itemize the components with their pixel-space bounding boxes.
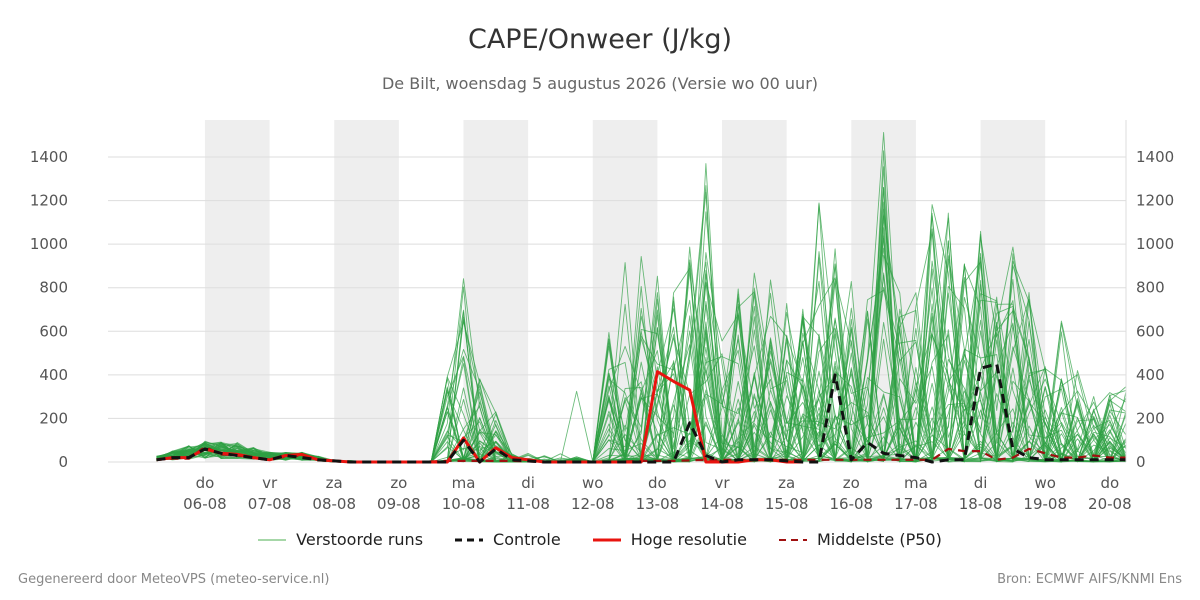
axes: 0 0 200 200 400 400 600 600 800 800 1000 1000 1200 12… (30, 120, 1174, 513)
y-tick-right-800: 800 (1136, 279, 1165, 297)
y-tick-left-200: 200 (39, 409, 68, 427)
y-tick-right-600: 600 (1136, 322, 1165, 340)
x-tick-date-9: 15-08 (765, 495, 809, 513)
legend-label-ensemble: Verstoorde runs (296, 530, 424, 549)
footer-source: Bron: ECMWF AIFS/KNMI Ens (997, 572, 1182, 587)
x-tick-day-11: ma (904, 474, 928, 492)
legend-swatch-ensemble (258, 539, 287, 540)
x-tick-date-7: 13-08 (636, 495, 680, 513)
y-tick-left-400: 400 (39, 366, 68, 384)
x-tick-day-8: vr (715, 474, 731, 492)
chart-title: CAPE/Onweer (J/kg) (467, 24, 732, 55)
x-tick-day-5: di (521, 474, 535, 492)
legend-item-hires[interactable]: Hoge resolutie (592, 530, 747, 549)
y-tick-left-1200: 1200 (30, 192, 68, 210)
x-tick-day-14: do (1100, 474, 1119, 492)
x-tick-day-12: di (974, 474, 988, 492)
main-series (156, 362, 1126, 464)
x-tick-day-4: ma (452, 474, 476, 492)
y-tick-left-1400: 1400 (30, 148, 68, 166)
legend-item-median[interactable]: Middelste (P50) (778, 530, 942, 549)
footer-credit[interactable]: Gegenereerd door MeteoVPS (meteo-service… (18, 572, 330, 587)
y-tick-right-1000: 1000 (1136, 235, 1174, 253)
legend-swatch-control (455, 538, 484, 541)
y-tick-right-1200: 1200 (1136, 192, 1174, 210)
x-tick-date-0: 06-08 (183, 495, 227, 513)
x-tick-day-6: wo (582, 474, 603, 492)
y-tick-right-200: 200 (1136, 409, 1165, 427)
legend-label-control: Controle (493, 530, 561, 549)
legend-label-median: Middelste (P50) (816, 530, 942, 549)
weekend-bands (204, 120, 1046, 462)
x-tick-date-10: 16-08 (830, 495, 874, 513)
chart-subtitle: De Bilt, woensdag 5 augustus 2026 (Versi… (381, 74, 819, 93)
y-tick-left-600: 600 (39, 322, 68, 340)
x-tick-date-1: 07-08 (248, 495, 292, 513)
legend-swatch-hires (592, 538, 621, 541)
day-band-1 (334, 120, 399, 462)
x-tick-day-2: za (326, 474, 343, 492)
x-tick-date-8: 14-08 (700, 495, 744, 513)
y-tick-left-0: 0 (58, 453, 68, 471)
x-tick-day-0: do (196, 474, 215, 492)
x-tick-day-1: vr (262, 474, 278, 492)
x-tick-date-5: 11-08 (506, 495, 550, 513)
ensemble-run-50 (156, 187, 1127, 463)
x-tick-date-3: 09-08 (377, 495, 421, 513)
x-tick-day-3: zo (390, 474, 407, 492)
y-tick-right-400: 400 (1136, 366, 1165, 384)
day-band-0 (204, 120, 270, 462)
x-tick-date-4: 10-08 (442, 495, 486, 513)
y-tick-left-800: 800 (39, 279, 68, 297)
x-tick-date-12: 18-08 (959, 495, 1003, 513)
y-tick-right-1400: 1400 (1136, 148, 1174, 166)
series-control (156, 362, 1126, 464)
y-tick-right-0: 0 (1136, 453, 1146, 471)
legend-label-hires: Hoge resolutie (630, 530, 747, 549)
legend-swatch-median (778, 538, 807, 541)
legend: Verstoorde runs Controle Hoge resolutie … (0, 530, 1200, 549)
x-tick-date-2: 08-08 (312, 495, 356, 513)
x-tick-day-7: do (648, 474, 667, 492)
x-tick-day-9: za (778, 474, 795, 492)
x-tick-date-14: 20-08 (1088, 495, 1132, 513)
x-tick-date-13: 19-08 (1023, 495, 1067, 513)
legend-item-control[interactable]: Controle (455, 530, 561, 549)
x-tick-date-11: 17-08 (894, 495, 938, 513)
x-tick-date-6: 12-08 (571, 495, 615, 513)
y-tick-left-1000: 1000 (30, 235, 68, 253)
x-tick-day-10: zo (843, 474, 860, 492)
x-tick-day-13: wo (1034, 474, 1055, 492)
cape-chart: 0 0 200 200 400 400 600 600 800 800 1000 1000 1200 12… (30, 120, 1174, 513)
legend-item-ensemble[interactable]: Verstoorde runs (258, 530, 423, 549)
